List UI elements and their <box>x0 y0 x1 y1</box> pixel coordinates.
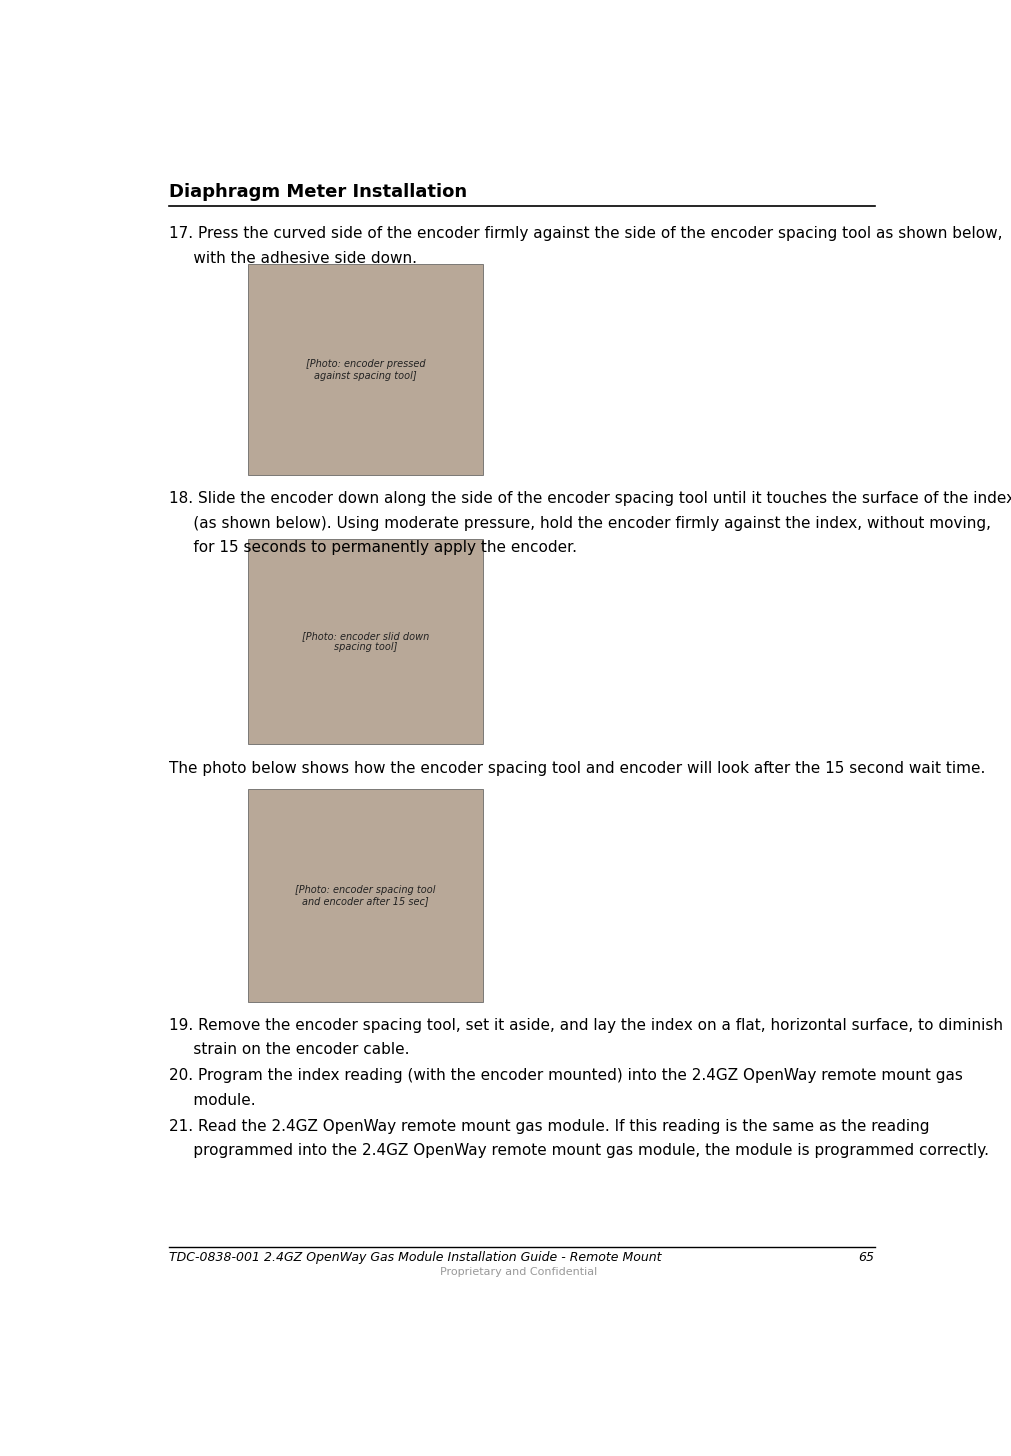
Text: [Photo: encoder slid down
spacing tool]: [Photo: encoder slid down spacing tool] <box>301 630 429 652</box>
Text: [Photo: encoder pressed
against spacing tool]: [Photo: encoder pressed against spacing … <box>305 360 426 380</box>
Text: 20. Program the index reading (with the encoder mounted) into the 2.4GZ OpenWay : 20. Program the index reading (with the … <box>170 1069 963 1083</box>
FancyBboxPatch shape <box>248 539 483 744</box>
Text: 65: 65 <box>858 1251 875 1264</box>
Text: Proprietary and Confidential: Proprietary and Confidential <box>440 1267 596 1277</box>
Text: (as shown below). Using moderate pressure, hold the encoder firmly against the i: (as shown below). Using moderate pressur… <box>170 515 992 530</box>
Text: 18. Slide the encoder down along the side of the encoder spacing tool until it t: 18. Slide the encoder down along the sid… <box>170 491 1011 505</box>
Text: [Photo: encoder spacing tool
and encoder after 15 sec]: [Photo: encoder spacing tool and encoder… <box>295 885 436 907</box>
Text: with the adhesive side down.: with the adhesive side down. <box>170 250 418 266</box>
Text: strain on the encoder cable.: strain on the encoder cable. <box>170 1042 410 1057</box>
Text: 21. Read the 2.4GZ OpenWay remote mount gas module. If this reading is the same : 21. Read the 2.4GZ OpenWay remote mount … <box>170 1118 930 1134</box>
Text: Diaphragm Meter Installation: Diaphragm Meter Installation <box>170 182 468 201</box>
Text: 17. Press the curved side of the encoder firmly against the side of the encoder : 17. Press the curved side of the encoder… <box>170 226 1003 242</box>
Text: The photo below shows how the encoder spacing tool and encoder will look after t: The photo below shows how the encoder sp… <box>170 761 986 776</box>
Text: programmed into the 2.4GZ OpenWay remote mount gas module, the module is program: programmed into the 2.4GZ OpenWay remote… <box>170 1143 990 1159</box>
Text: for 15 seconds to permanently apply the encoder.: for 15 seconds to permanently apply the … <box>170 540 577 555</box>
Text: module.: module. <box>170 1093 256 1108</box>
FancyBboxPatch shape <box>248 789 483 1002</box>
FancyBboxPatch shape <box>248 265 483 475</box>
Text: TDC-0838-001 2.4GZ OpenWay Gas Module Installation Guide - Remote Mount: TDC-0838-001 2.4GZ OpenWay Gas Module In… <box>170 1251 662 1264</box>
Text: 19. Remove the encoder spacing tool, set it aside, and lay the index on a flat, : 19. Remove the encoder spacing tool, set… <box>170 1018 1004 1032</box>
